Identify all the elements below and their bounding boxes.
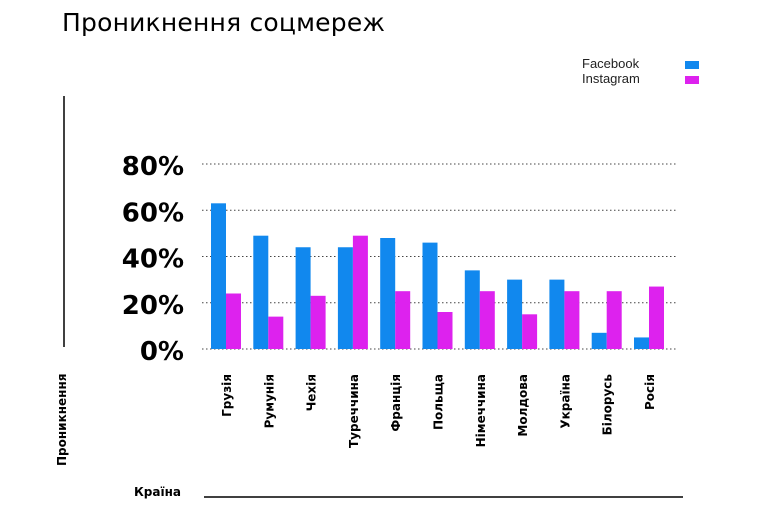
y-tick-label: 20% <box>122 291 184 321</box>
bar-instagram <box>268 316 284 349</box>
bar-facebook <box>634 337 649 349</box>
bar-instagram <box>310 295 326 349</box>
y-axis-title: Проникнення <box>55 374 69 466</box>
x-tick-label: Польща <box>432 374 446 430</box>
bar-instagram <box>606 291 622 349</box>
bar-facebook <box>211 203 226 349</box>
bar-instagram <box>352 235 368 349</box>
x-tick-label: Молдова <box>516 374 530 437</box>
x-tick-label: Німеччина <box>474 374 488 447</box>
y-tick-label: 40% <box>122 245 184 275</box>
bar-instagram <box>522 314 538 349</box>
bar-facebook <box>295 247 311 349</box>
y-tick-label: 0% <box>140 337 184 367</box>
bar-facebook <box>507 279 523 349</box>
bar-instagram <box>564 291 580 349</box>
legend-swatch-instagram <box>685 76 699 84</box>
bar-instagram <box>437 312 453 349</box>
x-tick-label: Чехія <box>305 374 319 411</box>
bar-instagram <box>395 291 411 349</box>
y-tick-label: 60% <box>122 198 184 228</box>
bar-facebook <box>337 247 353 349</box>
bar-facebook <box>422 242 438 349</box>
bar-facebook <box>380 238 396 349</box>
bar-instagram <box>479 291 495 349</box>
x-axis-title: Країна <box>134 485 181 499</box>
x-tick-label: Росія <box>643 374 657 410</box>
bar-instagram <box>649 286 664 349</box>
bar-facebook <box>591 332 607 349</box>
x-tick-label: Україна <box>558 374 572 429</box>
x-tick-label: Туреччина <box>347 374 361 448</box>
x-tick-label: Грузія <box>220 374 234 417</box>
legend-swatch-facebook <box>685 61 699 69</box>
legend-label-facebook: Facebook <box>582 56 640 71</box>
chart-title: Проникнення соцмереж <box>62 8 386 37</box>
y-tick-label: 80% <box>122 152 184 182</box>
legend-label-instagram: Instagram <box>582 71 640 86</box>
bar-facebook <box>549 279 565 349</box>
x-tick-label: Франція <box>389 374 403 432</box>
x-tick-label: Білорусь <box>601 374 615 436</box>
bar-facebook <box>464 270 480 349</box>
x-tick-label: Румунія <box>262 374 276 428</box>
bar-instagram <box>226 293 241 349</box>
bar-facebook <box>253 235 269 349</box>
